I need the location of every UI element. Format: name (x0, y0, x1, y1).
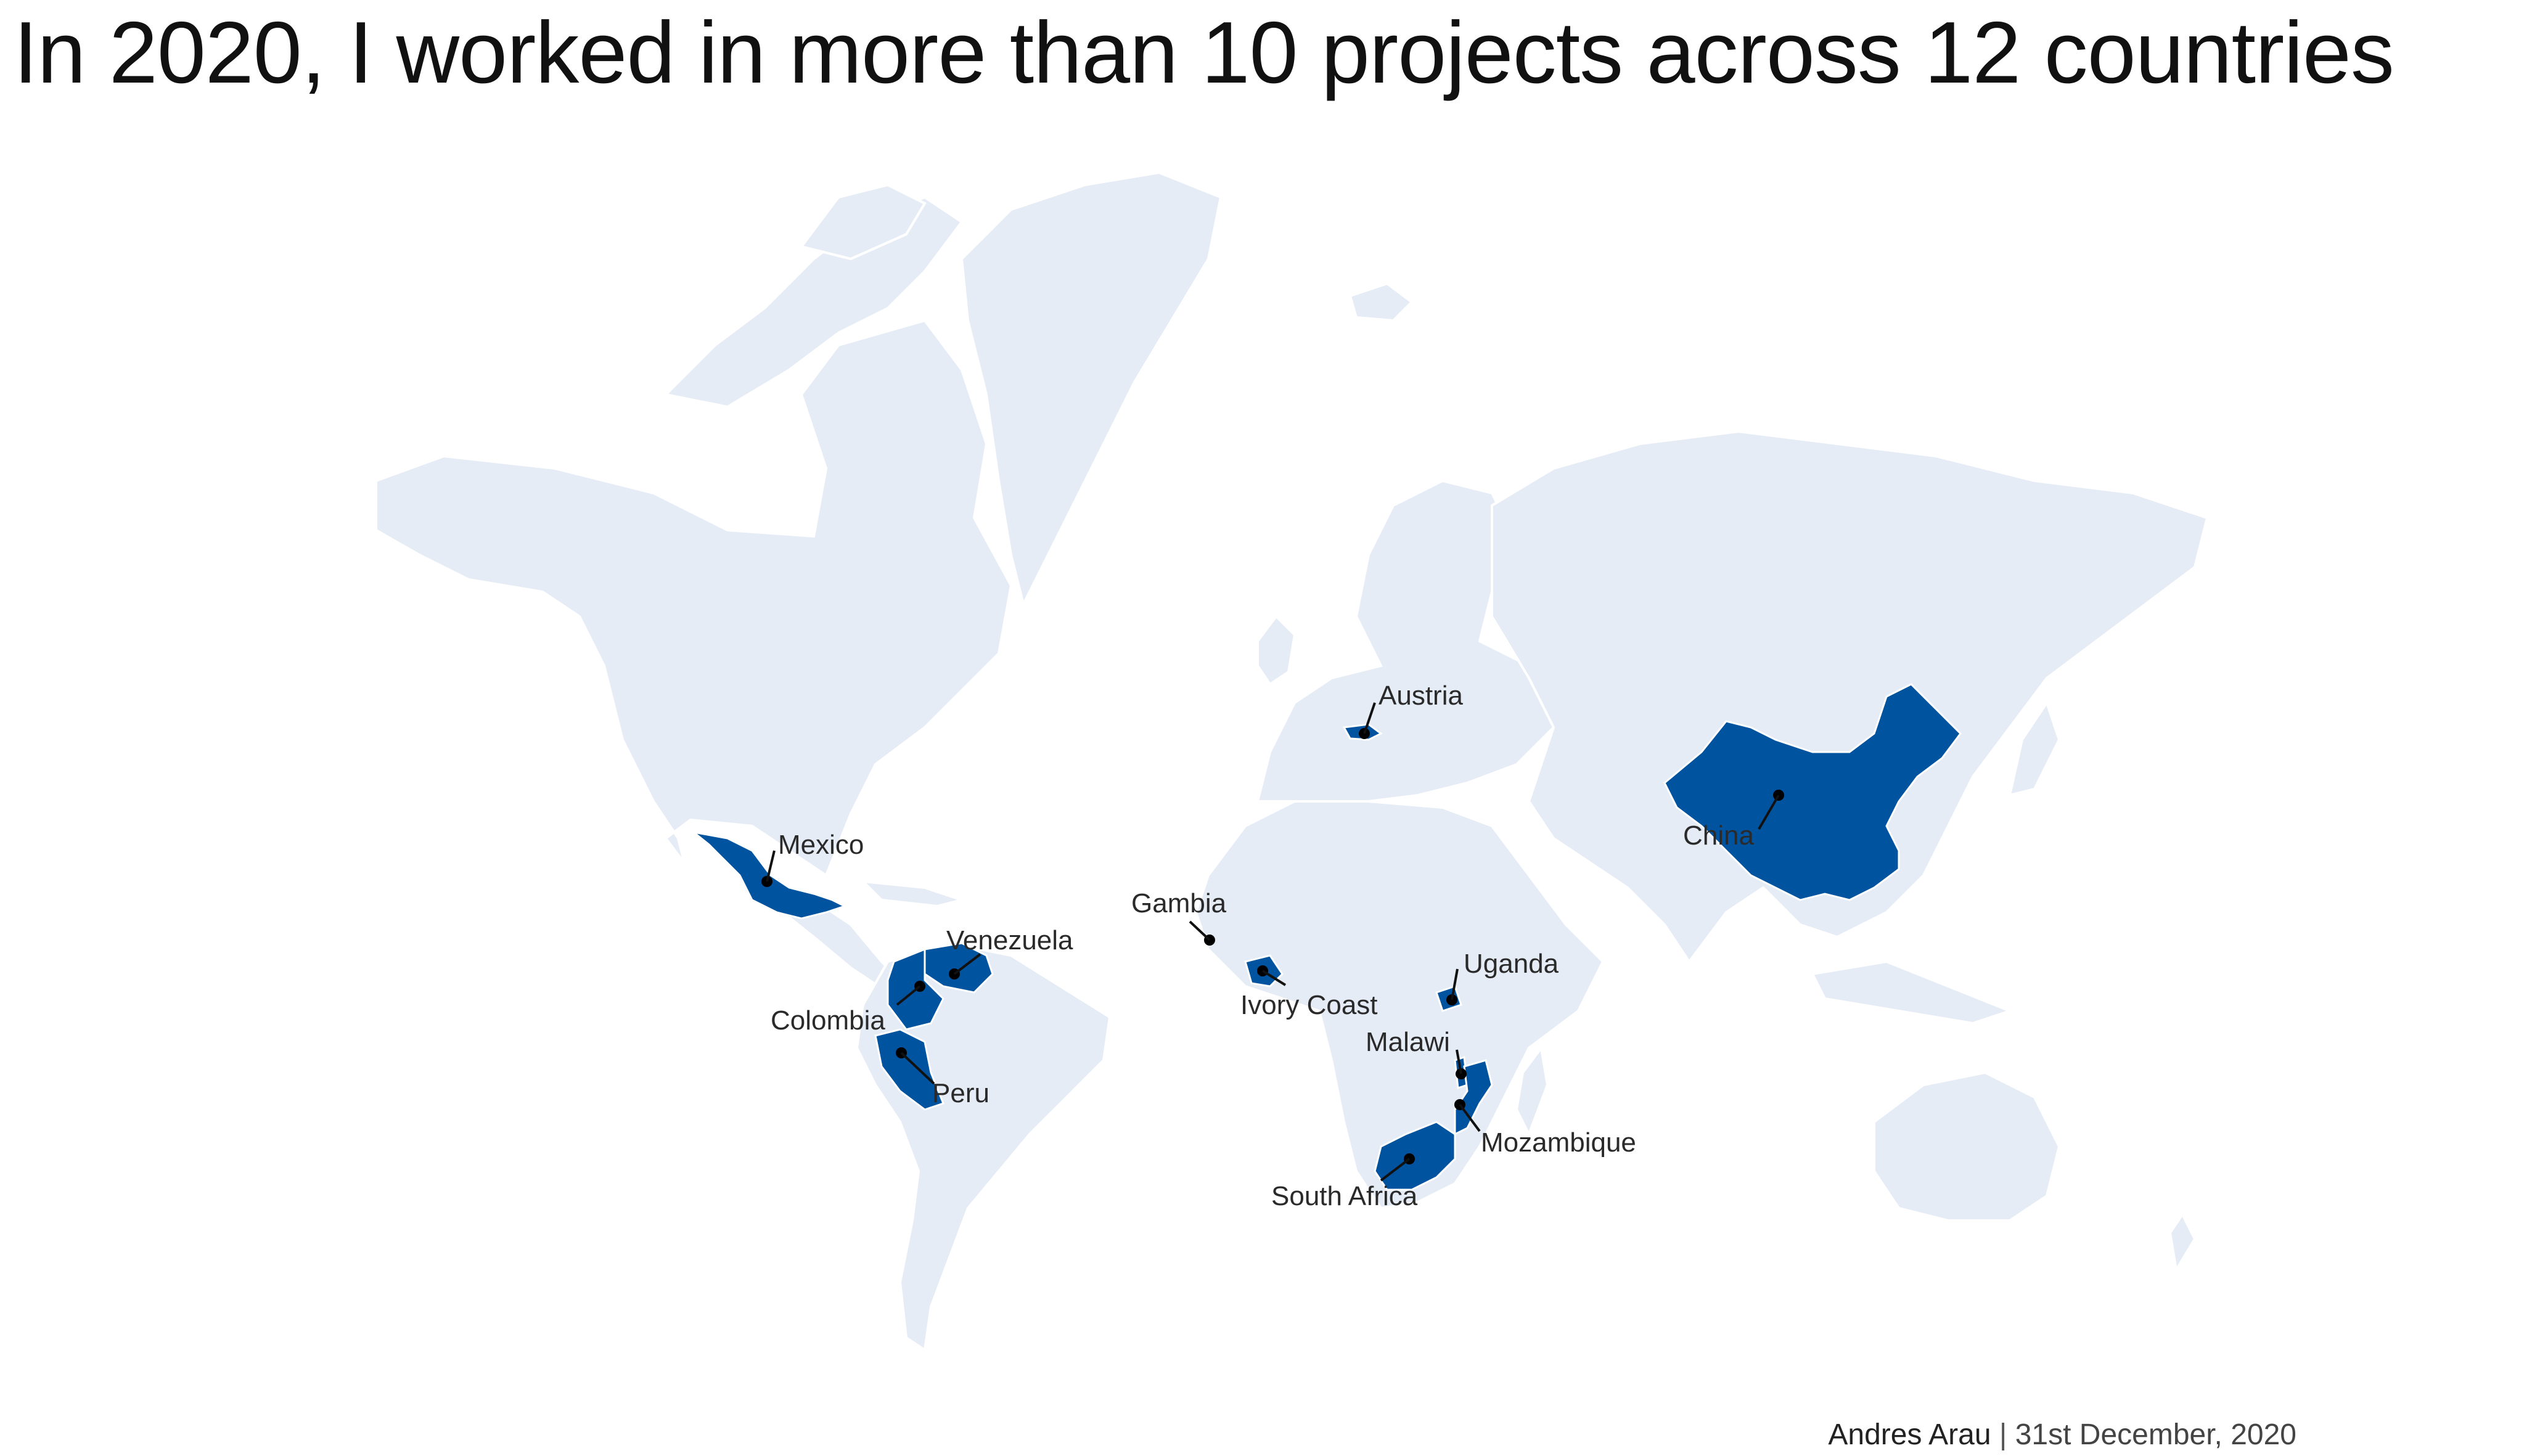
leader-austria (1363, 702, 1376, 734)
footer-author: Andres Arau (1828, 1418, 1991, 1451)
leader-mozambique (1459, 1103, 1481, 1132)
page-title: In 2020, I worked in more than 10 projec… (14, 4, 2394, 102)
land-asia (1491, 430, 2209, 964)
label-uganda: Uganda (1464, 949, 1559, 979)
footer-date: 31st December, 2020 (2015, 1418, 2296, 1451)
leader-venezuela (953, 953, 981, 975)
land-madagascar (1515, 1045, 1549, 1137)
leader-ivory-coast (1261, 970, 1287, 986)
land-new-zealand (2168, 1212, 2197, 1274)
leader-uganda (1451, 968, 1459, 1000)
label-mozambique: Mozambique (1481, 1127, 1636, 1158)
leader-south-africa (1380, 1158, 1411, 1182)
label-venezuela: Venezuela (946, 925, 1073, 955)
label-mexico: Mexico (778, 830, 864, 860)
country-china[interactable] (1663, 683, 1962, 901)
label-gambia: Gambia (1131, 888, 1227, 918)
label-malawi: Malawi (1366, 1027, 1450, 1057)
footer-separator: | (1999, 1418, 2007, 1451)
leader-china (1758, 794, 1780, 830)
land-caribbean (859, 880, 967, 908)
leader-malawi (1456, 1049, 1462, 1074)
annotation-layer: Mexico Venezuela Colombia Peru Gambia Iv… (761, 681, 1784, 1211)
country-peru[interactable] (874, 1028, 944, 1111)
leader-gambia (1189, 920, 1211, 941)
land-africa (1194, 800, 1605, 1210)
land-arctic-north (799, 183, 927, 261)
land-north-america (375, 319, 1013, 878)
label-south-africa: South Africa (1271, 1181, 1418, 1211)
land-british-isles (1256, 614, 1297, 686)
land-arctic-islands (663, 195, 964, 409)
leader-mexico (766, 850, 776, 882)
label-colombia: Colombia (771, 1005, 885, 1036)
leader-colombia (896, 985, 921, 1006)
land-japan (2008, 700, 2061, 797)
land-australia (1873, 1071, 2061, 1222)
land-greenland (960, 171, 1223, 608)
land-iceland (1348, 282, 1414, 322)
land-se-asia-islands (1811, 960, 2013, 1025)
label-peru: Peru (932, 1078, 989, 1108)
label-ivory-coast: Ivory Coast (1240, 990, 1378, 1020)
country-venezuela[interactable] (924, 942, 994, 994)
footer-credit: Andres Arau | 31st December, 2020 (1828, 1418, 2296, 1452)
label-china: China (1683, 820, 1754, 851)
label-austria: Austria (1378, 681, 1463, 711)
country-mozambique[interactable] (1454, 1059, 1493, 1136)
leader-peru (900, 1052, 935, 1085)
land-layer (375, 171, 2209, 1352)
